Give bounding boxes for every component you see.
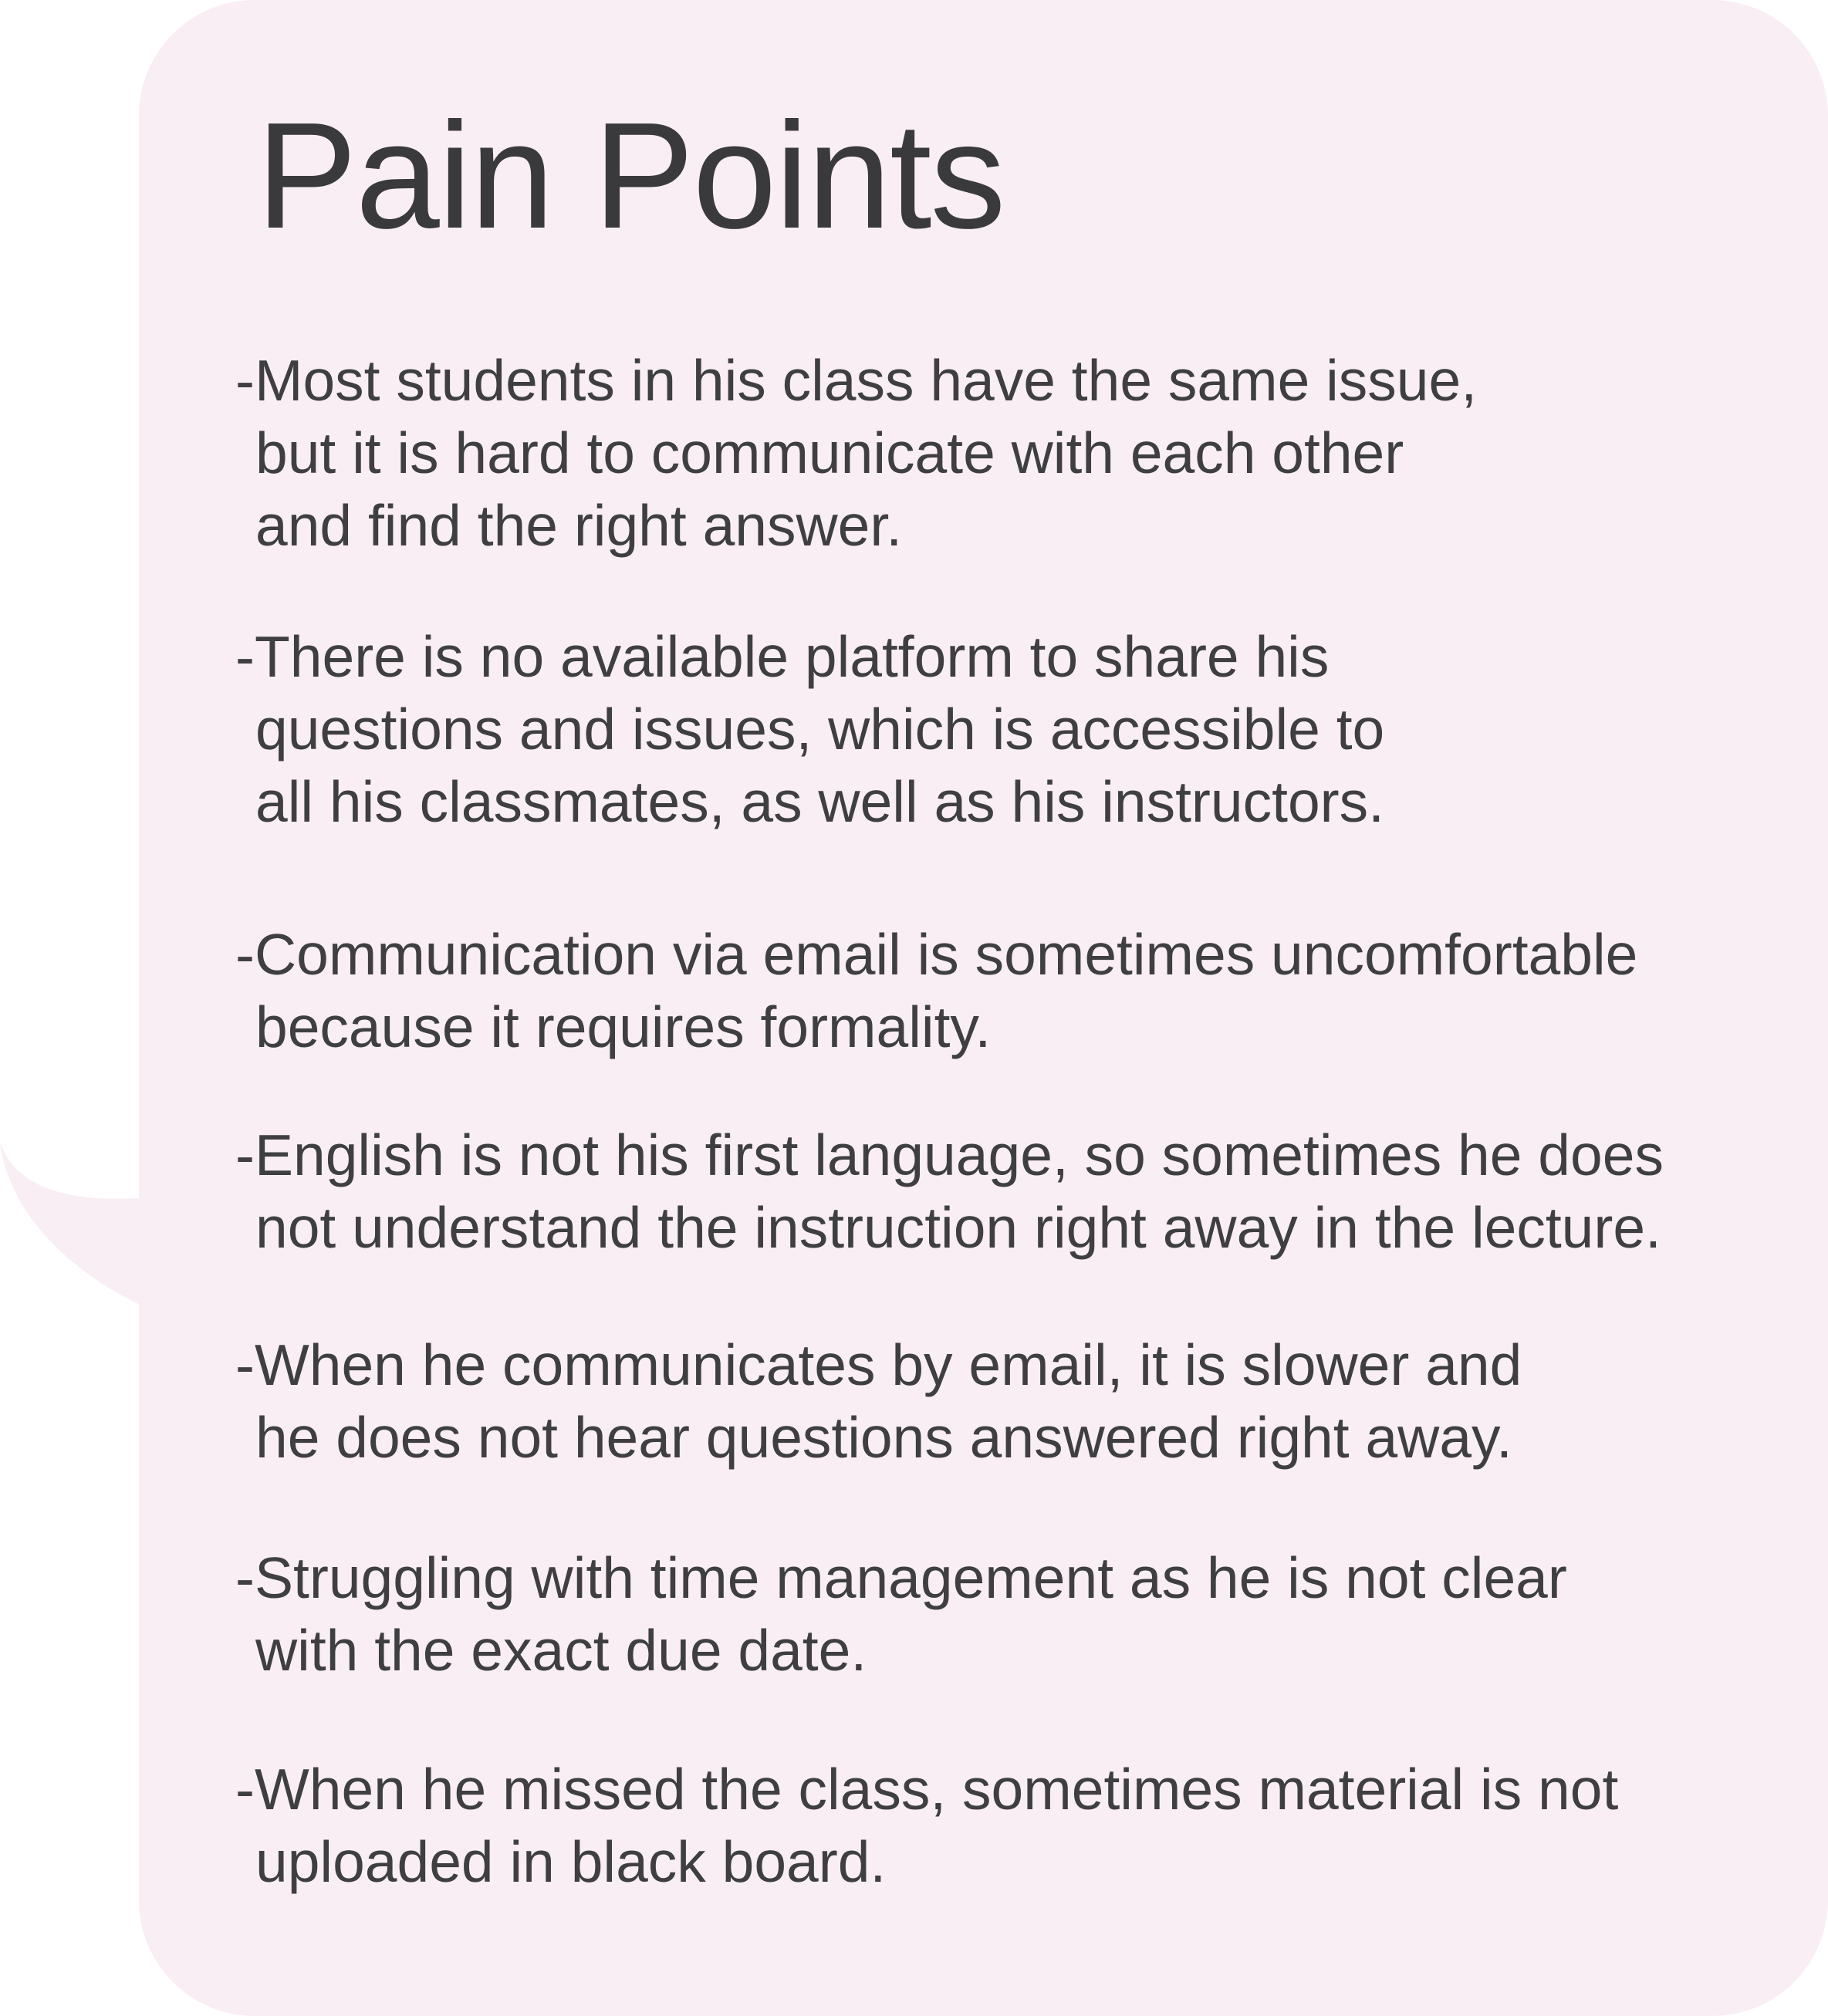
pain-point-line: not understand the instruction right awa… <box>255 1195 1661 1260</box>
pain-point-line: -Communication via email is sometimes un… <box>235 922 1638 987</box>
pain-point-line: all his classmates, as well as his instr… <box>255 769 1384 834</box>
pain-point-line: -When he communicates by email, it is sl… <box>235 1332 1522 1397</box>
speech-bubble <box>139 0 1828 2016</box>
pain-point-2: -There is no available platform to share… <box>235 620 1384 838</box>
pain-point-5: -When he communicates by email, it is sl… <box>235 1329 1522 1474</box>
pain-point-6: -Struggling with time management as he i… <box>235 1542 1567 1687</box>
pain-point-line: but it is hard to communicate with each … <box>255 420 1404 485</box>
page-title: Pain Points <box>256 91 1005 260</box>
pain-point-line: questions and issues, which is accessibl… <box>255 697 1385 761</box>
pain-point-line: because it requires formality. <box>255 994 992 1059</box>
pain-point-3: -Communication via email is sometimes un… <box>235 918 1637 1063</box>
pain-point-line: uploaded in black board. <box>255 1829 887 1894</box>
pain-point-line: -English is not his first language, so s… <box>235 1123 1664 1187</box>
pain-point-line: he does not hear questions answered righ… <box>255 1405 1512 1470</box>
pain-point-4: -English is not his first language, so s… <box>235 1119 1664 1264</box>
pain-point-line: -When he missed the class, sometimes mat… <box>235 1757 1619 1822</box>
pain-point-line: with the exact due date. <box>255 1618 867 1683</box>
pain-point-line: and find the right answer. <box>255 493 903 558</box>
pain-point-line: -Struggling with time management as he i… <box>235 1545 1567 1610</box>
pain-point-line: -Most students in his class have the sam… <box>235 348 1478 413</box>
pain-point-1: -Most students in his class have the sam… <box>235 344 1477 562</box>
pain-point-7: -When he missed the class, sometimes mat… <box>235 1753 1618 1898</box>
pain-point-line: -There is no available platform to share… <box>235 624 1330 689</box>
speech-bubble-tail <box>0 1142 147 1308</box>
